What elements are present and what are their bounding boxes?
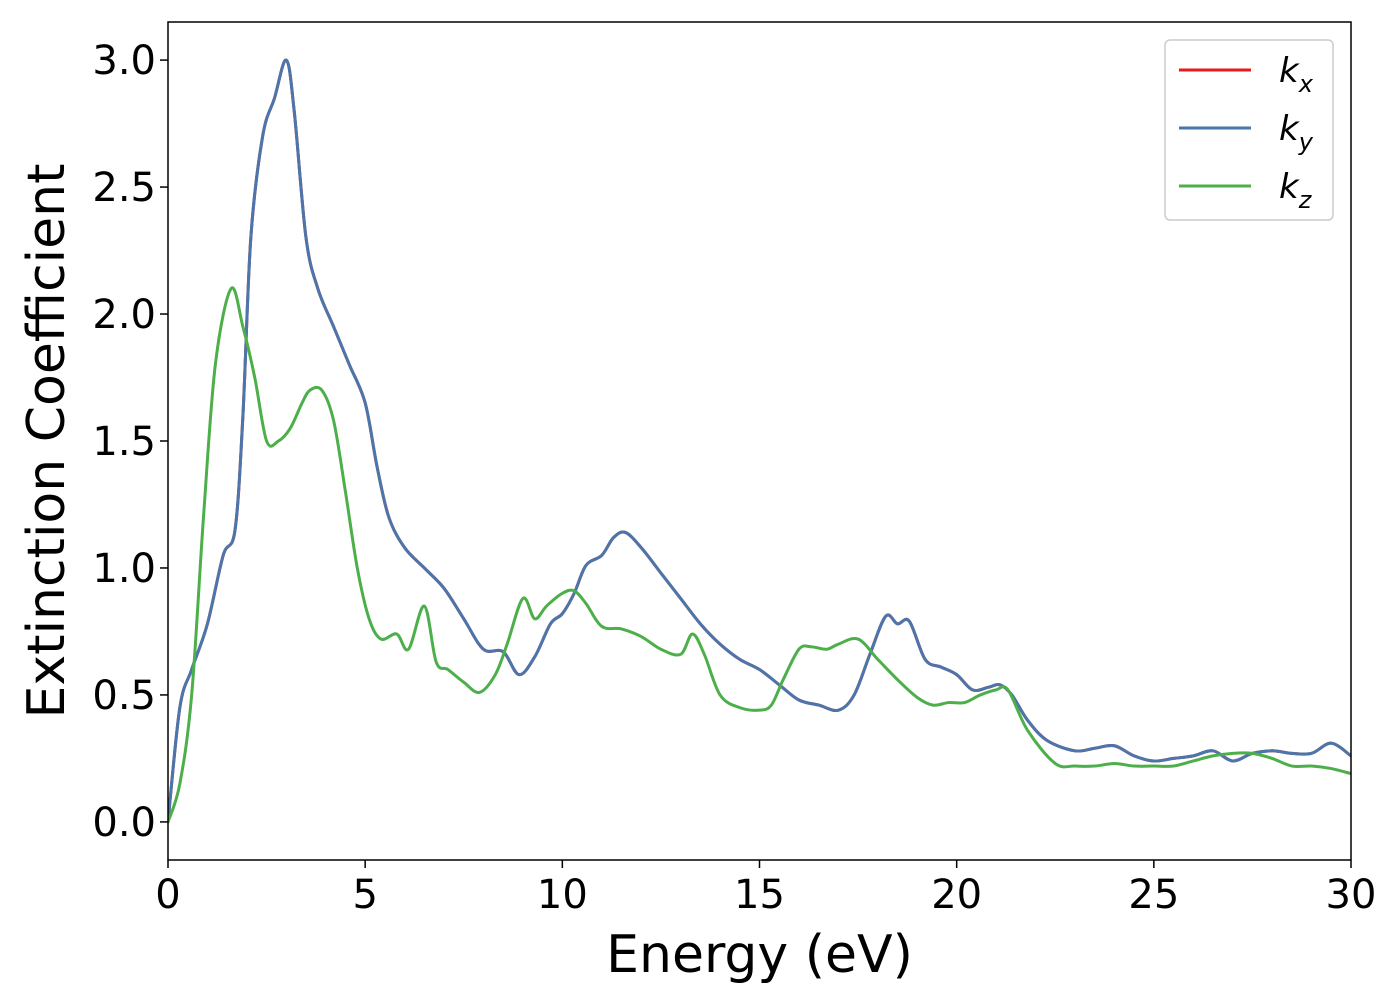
y-axis-label: Extinction Coefficient xyxy=(17,164,77,719)
x-tick-label: 10 xyxy=(537,872,588,918)
y-tick-label: 1.5 xyxy=(92,419,156,465)
series-line-ky xyxy=(168,58,1351,824)
x-axis-label: Energy (eV) xyxy=(606,925,913,985)
x-axis: 0 5 10 15 20 25 30 xyxy=(155,860,1376,918)
x-tick-label: 25 xyxy=(1128,872,1179,918)
legend-label-ky: ky xyxy=(1279,109,1314,156)
y-tick-label: 2.5 xyxy=(92,165,156,211)
y-tick-label: 0.5 xyxy=(92,673,156,719)
x-tick-label: 0 xyxy=(155,872,180,918)
y-tick-label: 2.0 xyxy=(92,292,156,338)
y-tick-label: 0.0 xyxy=(92,800,156,846)
y-tick-label: 1.0 xyxy=(92,546,156,592)
legend-box xyxy=(1164,39,1334,221)
x-tick-label: 5 xyxy=(352,872,377,918)
legend: kx ky kz xyxy=(1164,39,1334,221)
y-tick-label: 3.0 xyxy=(92,38,156,84)
plot-lines xyxy=(168,58,1351,824)
series-line-kz xyxy=(168,286,1351,824)
x-tick-label: 20 xyxy=(931,872,982,918)
x-tick-label: 30 xyxy=(1326,872,1377,918)
x-tick-label: 15 xyxy=(734,872,785,918)
legend-label-kx: kx xyxy=(1279,51,1314,98)
legend-label-kz: kz xyxy=(1279,167,1313,214)
y-axis: 0.0 0.5 1.0 1.5 2.0 2.5 3.0 xyxy=(92,38,168,846)
